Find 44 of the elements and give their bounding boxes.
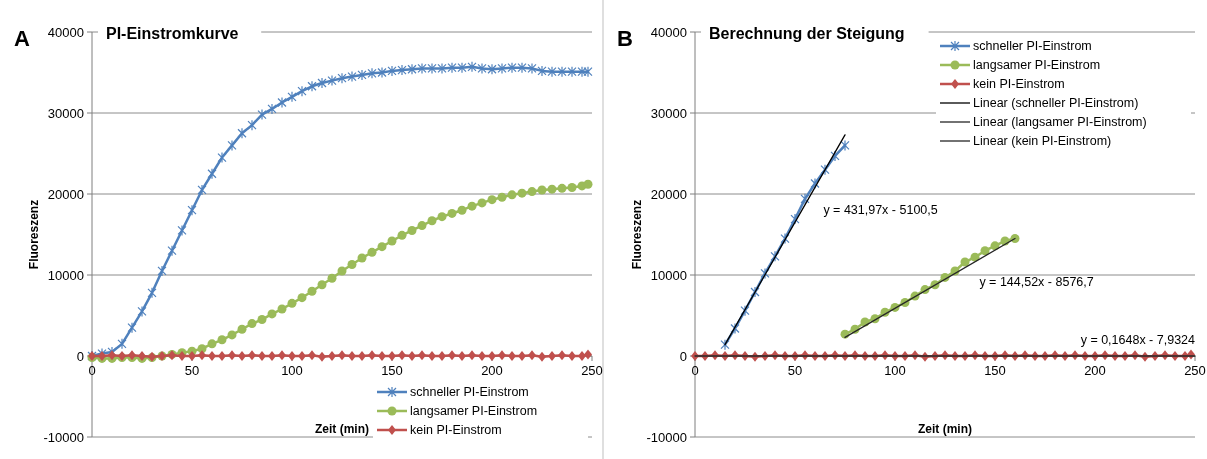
legend-label: kein PI-Einstrom <box>973 77 1065 92</box>
x-tick-label: 200 <box>1084 363 1106 378</box>
x-tick-label: 150 <box>381 363 403 378</box>
y-tick-label: -10000 <box>43 429 84 445</box>
annotation: y = 0,1648x - 7,9324 <box>1080 333 1196 347</box>
x-tick-label: 50 <box>787 363 803 378</box>
legend-label: langsamer PI-Einstrom <box>973 58 1101 73</box>
chart-title: PI-Einstromkurve <box>106 25 239 42</box>
y-tick-label: -10000 <box>646 429 687 445</box>
y-tick-label: 0 <box>76 348 84 364</box>
legend-label: Linear (schneller PI-Einstrom) <box>973 96 1139 111</box>
x-tick-label: 150 <box>984 363 1006 378</box>
legend-label: langsamer PI-Einstrom <box>410 404 538 419</box>
legend-label: kein PI-Einstrom <box>410 423 502 438</box>
x-tick-label: 200 <box>481 363 503 378</box>
y-tick-label: 40000 <box>650 24 687 40</box>
legend-label: Linear (langsamer PI-Einstrom) <box>973 115 1147 130</box>
x-tick-label: 100 <box>281 363 303 378</box>
y-tick-label: 40000 <box>47 24 84 40</box>
text: B <box>617 26 633 51</box>
annotation: y = 431,97x - 5100,5 <box>823 202 938 217</box>
y-axis-title: Fluoreszenz <box>27 199 41 270</box>
y-tick-label: 30000 <box>47 105 84 121</box>
annotation: y = 144,52x - 8576,7 <box>979 275 1094 290</box>
x-tick-label: 250 <box>1184 363 1206 378</box>
y-tick-label: 30000 <box>650 105 687 121</box>
x-tick-label: 0 <box>691 363 699 378</box>
x-axis-title: Zeit (min) <box>315 422 369 436</box>
y-axis-title: Fluoreszenz <box>630 199 644 270</box>
legend-label: Linear (kein PI-Einstrom) <box>973 134 1112 149</box>
x-tick-label: 50 <box>184 363 200 378</box>
x-tick-label: 250 <box>581 363 603 378</box>
x-tick-label: 100 <box>884 363 906 378</box>
y-tick-label: 10000 <box>47 267 84 283</box>
y-tick-label: 10000 <box>650 267 687 283</box>
y-tick-label: 20000 <box>650 186 687 202</box>
text: A <box>14 26 30 51</box>
y-tick-label: 0 <box>679 348 687 364</box>
legend-label: schneller PI-Einstrom <box>410 385 529 400</box>
x-tick-label: 0 <box>88 363 96 378</box>
y-tick-label: 20000 <box>47 186 84 202</box>
legend-label: schneller PI-Einstrom <box>973 39 1092 54</box>
x-axis-title: Zeit (min) <box>918 422 972 436</box>
chart-title: Berechnung der Steigung <box>709 25 905 42</box>
